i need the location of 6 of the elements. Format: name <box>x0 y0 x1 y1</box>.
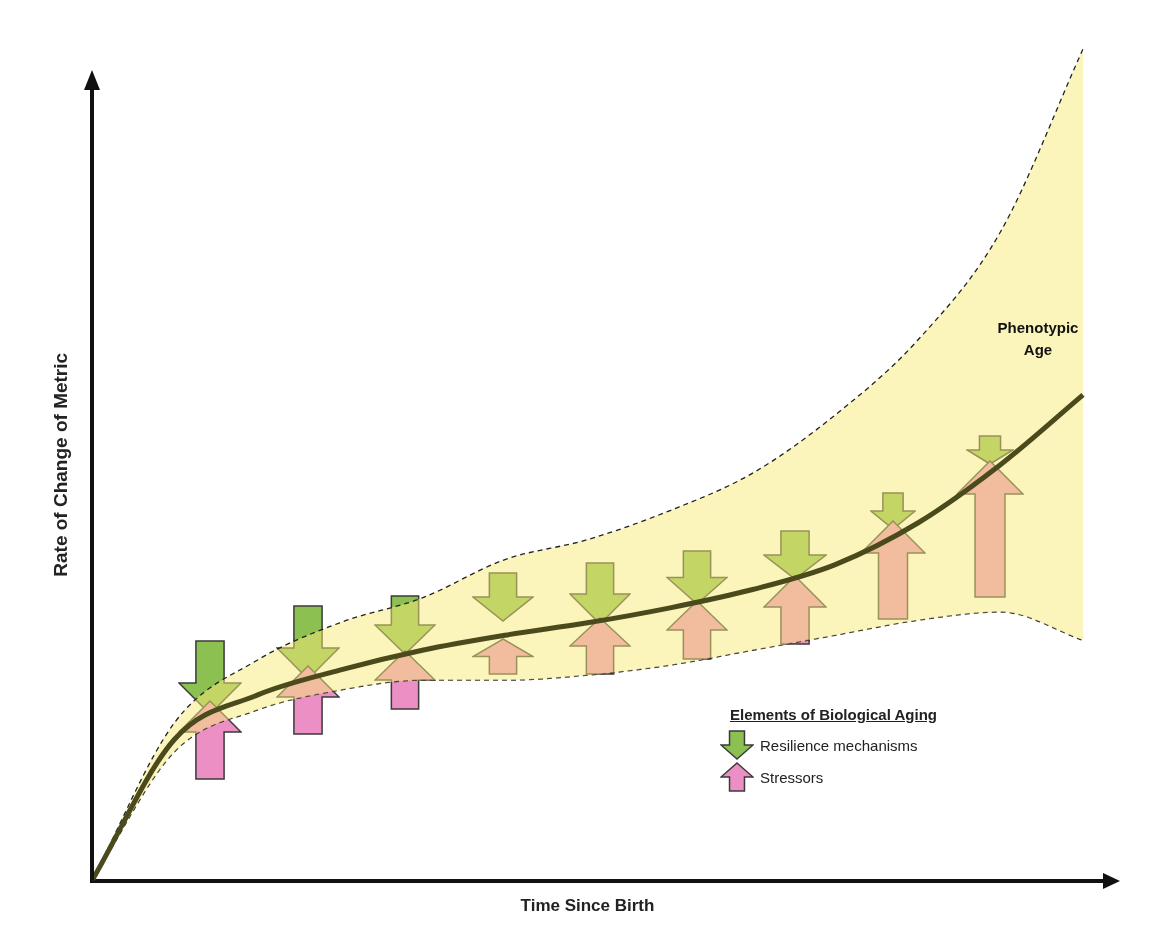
x-axis-title: Time Since Birth <box>520 896 655 916</box>
annotation: Resilience mechanisms <box>760 736 918 754</box>
y-axis-title: Rate of Change of Metric <box>50 352 72 577</box>
annotation: Stressors <box>760 768 824 786</box>
annotation: Elements of Biological Aging <box>730 706 937 723</box>
text: Phenotypic Age <box>997 318 1079 358</box>
